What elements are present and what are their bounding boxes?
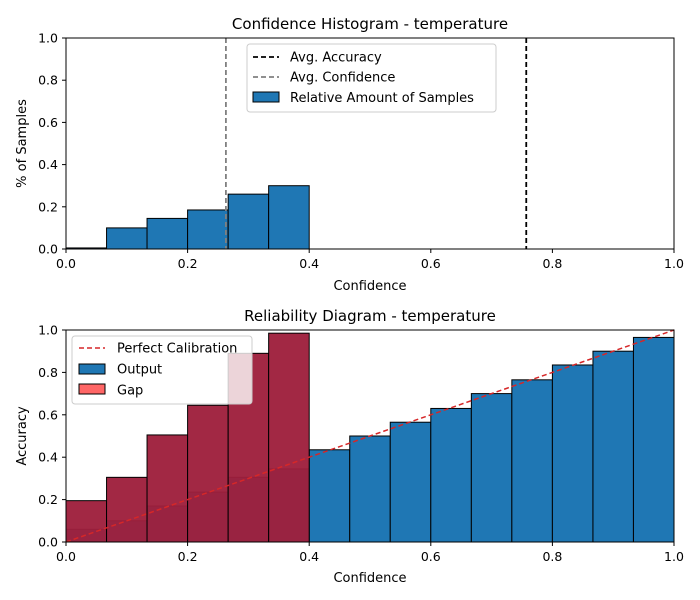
- histogram-x-tick-label: 1.0: [664, 256, 684, 271]
- histogram-reference-lines: [225, 38, 528, 249]
- confidence-histogram: Confidence Histogram - temperature 0.0 0.…: [15, 15, 684, 294]
- reliability-y-axis-label: Accuracy: [15, 406, 30, 466]
- histogram-bar: [187, 209, 229, 250]
- histogram-legend-box: [246, 43, 497, 113]
- reliability-y-tick-label: 0.2: [38, 492, 58, 507]
- reliability-y-tick-label: 1.0: [38, 323, 58, 338]
- histogram-y-axis-label: % of Samples: [15, 99, 30, 188]
- reliability-diagram: Reliability Diagram - temperature 0.0 0.2…: [15, 307, 684, 586]
- reliability-gap-bar: [65, 500, 108, 543]
- reliability-legend-box: [71, 335, 253, 405]
- legend-avg-accuracy-label: Avg. Accuracy: [290, 51, 382, 66]
- reliability-output-bar: [430, 407, 472, 543]
- legend-avg-confidence-label: Avg. Confidence: [290, 71, 395, 86]
- histogram-y-ticks: 0.0 0.2 0.4 0.6 0.8 1.0: [38, 31, 66, 257]
- reliability-gap-bar: [146, 434, 189, 543]
- histogram-y-tick-label: 0.8: [38, 73, 58, 88]
- perfect-calibration-line: [65, 329, 675, 543]
- reliability-y-tick-label: 0.6: [38, 407, 58, 422]
- legend-output-label: Output: [117, 363, 162, 378]
- histogram-legend: Avg. Accuracy Avg. Confidence Relative A…: [246, 43, 497, 113]
- histogram-x-tick-label: 0.8: [542, 256, 562, 271]
- histogram-axes-frame: [65, 37, 675, 250]
- reliability-x-tick-label: 1.0: [664, 549, 684, 564]
- reliability-x-tick-label: 0.6: [421, 549, 441, 564]
- reliability-output-bars: [65, 336, 675, 543]
- legend-perfect-calibration-label: Perfect Calibration: [117, 342, 237, 357]
- reliability-x-tick-label: 0.0: [56, 549, 76, 564]
- reliability-output-bar: [308, 449, 351, 543]
- reliability-output-bar: [632, 336, 675, 543]
- reliability-legend: Perfect Calibration Output Gap: [71, 335, 253, 405]
- reliability-gap-bars: [65, 332, 310, 543]
- legend-output-swatch: [78, 363, 106, 375]
- histogram-bar: [268, 185, 310, 250]
- histogram-bars: [65, 185, 310, 250]
- reliability-y-ticks: 0.0 0.2 0.4 0.6 0.8 1.0: [38, 323, 66, 550]
- reliability-gap-bar: [187, 404, 229, 543]
- histogram-bar: [106, 227, 148, 250]
- histogram-x-tick-label: 0.0: [56, 256, 76, 271]
- reliability-x-tick-label: 0.2: [178, 549, 198, 564]
- histogram-bar: [227, 193, 270, 250]
- histogram-y-tick-label: 0.4: [38, 157, 58, 172]
- reliability-title: Reliability Diagram - temperature: [244, 307, 496, 325]
- histogram-x-ticks: 0.0 0.2 0.4 0.6 0.8 1.0: [56, 249, 684, 271]
- reliability-axes-frame: [65, 329, 675, 543]
- reliability-output-bar: [551, 364, 594, 543]
- legend-samples-label: Relative Amount of Samples: [290, 91, 474, 106]
- legend-samples-swatch: [252, 91, 280, 103]
- reliability-x-tick-label: 0.4: [299, 549, 319, 564]
- reliability-output-bar: [592, 350, 634, 543]
- reliability-gap-bar: [268, 332, 310, 543]
- reliability-output-bar: [389, 421, 432, 543]
- histogram-y-tick-label: 0.2: [38, 199, 58, 214]
- legend-gap-swatch: [78, 383, 106, 395]
- legend-gap-label: Gap: [117, 384, 143, 399]
- reliability-output-bar: [470, 393, 513, 543]
- reliability-x-axis-label: Confidence: [333, 571, 406, 586]
- histogram-y-tick-label: 0.0: [38, 242, 58, 257]
- histogram-x-tick-label: 0.2: [178, 256, 198, 271]
- reliability-y-tick-label: 0.8: [38, 365, 58, 380]
- histogram-x-axis-label: Confidence: [333, 279, 406, 294]
- reliability-x-ticks: 0.0 0.2 0.4 0.6 0.8 1.0: [56, 542, 684, 564]
- histogram-x-tick-label: 0.6: [421, 256, 441, 271]
- histogram-y-tick-label: 1.0: [38, 31, 58, 46]
- reliability-gap-bar: [106, 476, 148, 543]
- histogram-x-tick-label: 0.4: [299, 256, 319, 271]
- reliability-y-tick-label: 0.0: [38, 535, 58, 550]
- reliability-x-tick-label: 0.8: [542, 549, 562, 564]
- histogram-bar: [146, 217, 189, 250]
- histogram-title: Confidence Histogram - temperature: [232, 15, 508, 33]
- histogram-y-tick-label: 0.6: [38, 115, 58, 130]
- reliability-output-bar: [511, 379, 553, 543]
- reliability-y-tick-label: 0.4: [38, 450, 58, 465]
- reliability-output-bar: [349, 435, 391, 543]
